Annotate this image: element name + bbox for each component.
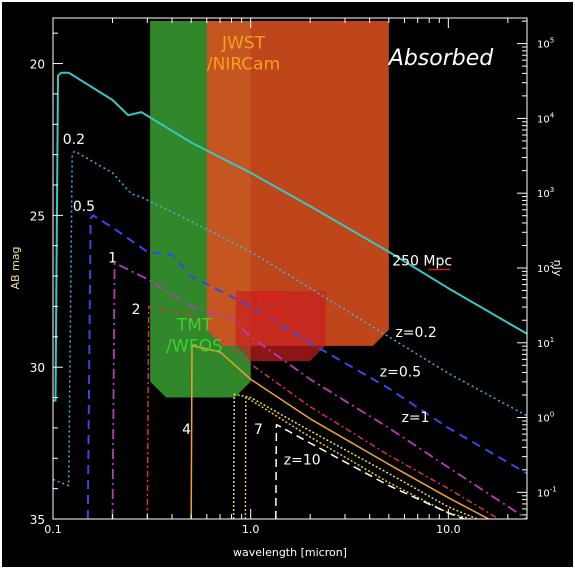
annotation-label: z=0.5	[380, 364, 421, 380]
x-tick-label: 10.0	[436, 523, 461, 536]
annotation-label: 250 Mpc	[392, 253, 452, 269]
annotation-label: z=0.2	[395, 325, 436, 341]
band-jwst-nircam	[206, 21, 389, 346]
y2-tick-label: 105	[537, 37, 554, 51]
annotation-label: 7	[254, 422, 263, 438]
band-labels: TMT/WFOS JWST/NIRCam TMT/IRIS	[166, 33, 286, 356]
y-tick-label: 35	[30, 513, 45, 527]
annotation-label: 1	[108, 250, 117, 266]
annotation-label: 0.5	[73, 199, 95, 215]
y2-tick-label: 104	[537, 111, 555, 125]
series-z-0-5	[86, 214, 527, 519]
band-label-tmt-iris: TMT	[255, 291, 286, 307]
annotation-label: z=1	[402, 410, 430, 426]
chart-title: Absorbed	[387, 46, 494, 71]
y-tick-label: 30	[30, 361, 45, 375]
y2-tick-label: 102	[537, 261, 554, 275]
annotation-label: 2	[132, 302, 141, 318]
plot-border	[52, 17, 528, 520]
ticks: 0.1 1.0 10.0 20 25 30 35 105 104 103 102 101 100 10-1	[30, 18, 557, 536]
annotation-label: 4	[182, 422, 191, 438]
y-tick-label: 20	[30, 58, 45, 72]
series-250-mpc	[53, 71, 527, 402]
series-z-1	[111, 263, 527, 519]
instrument-bands	[150, 21, 389, 398]
band-label-jwst-nircam: /NIRCam	[207, 54, 280, 74]
x-tick-label: 0.1	[44, 523, 62, 536]
x-axis-label: wavelength [micron]	[233, 546, 347, 559]
series-z-7	[244, 396, 472, 519]
band-tmt-iris	[235, 291, 326, 362]
series-z-6	[232, 393, 478, 519]
annotation-label: 0.2	[63, 132, 85, 148]
y2-tick-label: 103	[537, 186, 554, 200]
series-z-10	[275, 424, 465, 519]
band-label-tmt-iris: /IRIS	[255, 309, 287, 325]
band-label-tmt-wfos: /WFOS	[166, 337, 223, 357]
band-label-tmt-wfos: TMT	[176, 316, 213, 336]
series-z-2	[146, 305, 500, 519]
x-tick-label: 1.0	[242, 523, 260, 536]
axes	[52, 17, 528, 520]
y2-tick-label: 101	[537, 336, 554, 350]
annotations: 250 Mpc 0.2 0.5 1 2 z=0.2 z=0.5 z=1 4 7 z=10	[63, 132, 452, 468]
series-z-4	[190, 345, 490, 519]
y-tick-label: 25	[30, 209, 45, 223]
y2-tick-label: 10-1	[537, 485, 557, 499]
annotation-label: z=10	[284, 452, 321, 468]
band-label-jwst-nircam: JWST	[221, 33, 266, 53]
y2-axis-label: nJy	[551, 260, 564, 277]
y2-tick-label: 100	[537, 411, 554, 425]
y-axis-label: AB mag	[9, 246, 22, 289]
